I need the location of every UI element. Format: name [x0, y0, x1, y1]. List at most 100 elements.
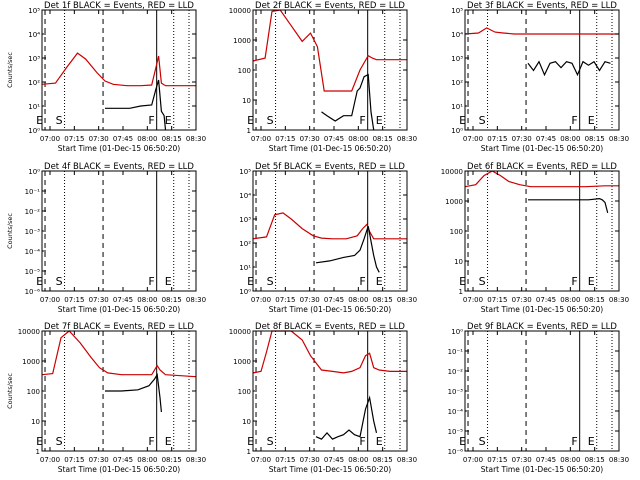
y-tick-label: 1 — [36, 448, 40, 456]
y-tick-label: 10⁰ — [239, 288, 251, 296]
chart-title: Det 9f BLACK = Events, RED = LLD — [467, 322, 617, 332]
x-axis-label: Start Time (01-Dec-15 06:50:20) — [481, 465, 603, 474]
x-tick-label: 07:00 — [463, 456, 483, 464]
x-axis-label: Start Time (01-Dec-15 06:50:20) — [481, 305, 603, 314]
x-axis-label: Start Time (01-Dec-15 06:50:20) — [269, 465, 391, 474]
marker-label: F — [571, 435, 577, 448]
y-tick-label: 10 — [31, 418, 40, 426]
x-axis-label: Start Time (01-Dec-15 06:50:20) — [481, 144, 603, 153]
x-tick-label: 07:00 — [40, 296, 60, 304]
marker-label: S — [267, 435, 274, 448]
x-tick-label: 07:00 — [251, 135, 271, 143]
marker-label: E — [459, 275, 466, 288]
x-tick-label: 08:30 — [186, 456, 206, 464]
x-tick-label: 07:30 — [300, 296, 320, 304]
y-tick-label: 1000 — [233, 358, 251, 366]
x-tick-label: 08:00 — [137, 296, 157, 304]
y-tick-label: 10³ — [451, 55, 463, 63]
x-tick-label: 07:45 — [536, 296, 556, 304]
x-tick-label: 07:15 — [275, 135, 295, 143]
y-tick-label: 100 — [238, 67, 251, 75]
x-axis-label: Start Time (01-Dec-15 06:50:20) — [269, 305, 391, 314]
y-tick-label: 10³ — [28, 55, 40, 63]
x-tick-label: 08:00 — [560, 135, 580, 143]
marker-label: S — [479, 275, 486, 288]
y-tick-label: 1000 — [445, 198, 463, 206]
y-tick-label: 10⁻³ — [25, 228, 41, 236]
marker-label: E — [588, 435, 595, 448]
x-tick-label: 07:45 — [113, 296, 133, 304]
x-tick-label: 08:15 — [373, 135, 393, 143]
series-lld — [252, 9, 407, 92]
series-lld — [41, 52, 196, 87]
y-tick-label: 10⁵ — [239, 168, 251, 176]
y-tick-label: 10⁴ — [451, 31, 463, 39]
x-tick-label: 07:30 — [89, 135, 109, 143]
chart-title: Det 7f BLACK = Events, RED = LLD — [44, 322, 194, 332]
y-tick-label: 10⁻² — [25, 208, 41, 216]
series-lld — [464, 27, 619, 35]
x-tick-label: 07:45 — [536, 135, 556, 143]
y-tick-label: 10⁰ — [28, 127, 40, 135]
y-tick-label: 10000 — [18, 328, 40, 336]
x-tick-label: 08:30 — [186, 296, 206, 304]
x-tick-label: 07:00 — [463, 296, 483, 304]
x-tick-label: 08:15 — [162, 456, 182, 464]
x-tick-label: 07:15 — [275, 456, 295, 464]
y-tick-label: 10¹ — [239, 264, 251, 272]
x-tick-label: 07:45 — [113, 456, 133, 464]
plot-frame — [41, 9, 197, 131]
x-tick-label: 07:00 — [463, 135, 483, 143]
series-lld — [252, 212, 407, 240]
x-tick-label: 07:45 — [536, 456, 556, 464]
chart-title: Det 1f BLACK = Events, RED = LLD — [44, 1, 194, 11]
x-tick-label: 07:15 — [487, 135, 507, 143]
x-tick-label: 08:15 — [162, 135, 182, 143]
y-tick-label: 10⁻¹ — [448, 348, 464, 356]
marker-label: E — [588, 275, 595, 288]
chart-title: Det 4f BLACK = Events, RED = LLD — [44, 162, 194, 172]
series-events — [105, 372, 162, 413]
marker-label: E — [36, 275, 43, 288]
x-tick-label: 07:30 — [89, 456, 109, 464]
x-tick-label: 08:15 — [373, 296, 393, 304]
marker-label: F — [571, 275, 577, 288]
y-tick-label: 10⁻⁶ — [25, 288, 41, 296]
x-tick-label: 08:00 — [348, 135, 368, 143]
plot-frame — [464, 330, 620, 452]
marker-label: E — [165, 114, 172, 127]
x-tick-label: 08:00 — [137, 456, 157, 464]
y-axis-label: Counts/sec — [6, 373, 14, 409]
x-tick-label: 07:15 — [64, 296, 84, 304]
y-tick-label: 10⁰ — [451, 127, 463, 135]
x-tick-label: 07:15 — [487, 456, 507, 464]
x-axis-label: Start Time (01-Dec-15 06:50:20) — [58, 305, 180, 314]
chart-title: Det 8f BLACK = Events, RED = LLD — [255, 322, 405, 332]
x-tick-label: 08:15 — [585, 135, 605, 143]
x-tick-label: 07:30 — [300, 135, 320, 143]
plot-frame — [252, 330, 408, 452]
series-events — [315, 226, 380, 273]
x-tick-label: 07:00 — [40, 456, 60, 464]
marker-label: E — [247, 435, 254, 448]
y-tick-label: 10⁻⁴ — [25, 248, 41, 256]
x-tick-label: 08:00 — [560, 296, 580, 304]
x-tick-label: 08:15 — [162, 296, 182, 304]
marker-label: F — [148, 435, 154, 448]
marker-label: F — [148, 114, 154, 127]
marker-label: E — [376, 435, 383, 448]
x-tick-label: 07:30 — [89, 296, 109, 304]
marker-label: S — [479, 114, 486, 127]
x-tick-label: 08:30 — [609, 135, 629, 143]
x-tick-label: 08:00 — [348, 456, 368, 464]
y-tick-label: 10⁵ — [28, 7, 40, 15]
x-tick-label: 07:00 — [40, 135, 60, 143]
